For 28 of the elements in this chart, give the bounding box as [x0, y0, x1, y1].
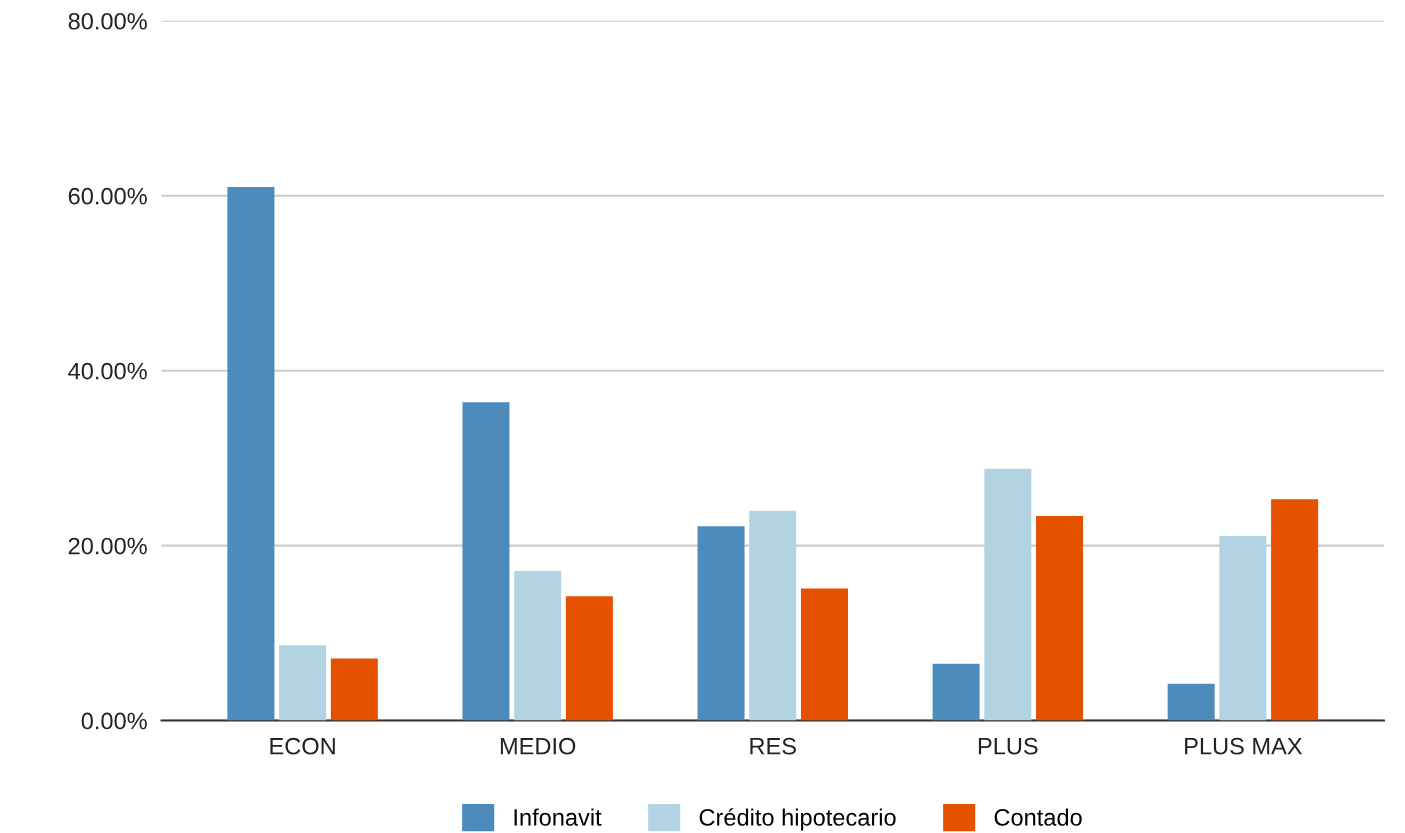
bar: [1219, 535, 1267, 721]
y-tick-label: 0.00%: [81, 712, 147, 730]
bar: [1271, 499, 1319, 721]
y-tick-label: 20.00%: [68, 537, 147, 555]
legend-label: Crédito hipotecario: [699, 808, 896, 831]
bar: [514, 570, 562, 721]
y-tick-label: 60.00%: [68, 187, 147, 205]
bar: [330, 658, 378, 721]
x-tick-label: PLUS MAX: [1185, 737, 1303, 755]
bar: [800, 588, 848, 721]
y-tick-label: 80.00%: [68, 12, 147, 30]
bar: [462, 402, 510, 721]
x-tick-label: RES: [750, 737, 796, 755]
x-tick-label: MEDIO: [500, 737, 576, 755]
bar: [749, 510, 797, 721]
bar: [1036, 515, 1084, 721]
x-tick-label: ECON: [270, 737, 335, 755]
bar: [565, 596, 613, 721]
legend-label: Contado: [994, 808, 1082, 826]
bar: [697, 526, 745, 721]
bar: [1167, 683, 1215, 721]
bar: [279, 645, 327, 721]
bar: [227, 187, 275, 721]
legend-label: Infonavit: [514, 808, 602, 826]
bar: [984, 468, 1032, 721]
x-tick-label: PLUS: [978, 737, 1038, 755]
bar: [932, 663, 980, 721]
y-tick-label: 40.00%: [68, 362, 147, 380]
